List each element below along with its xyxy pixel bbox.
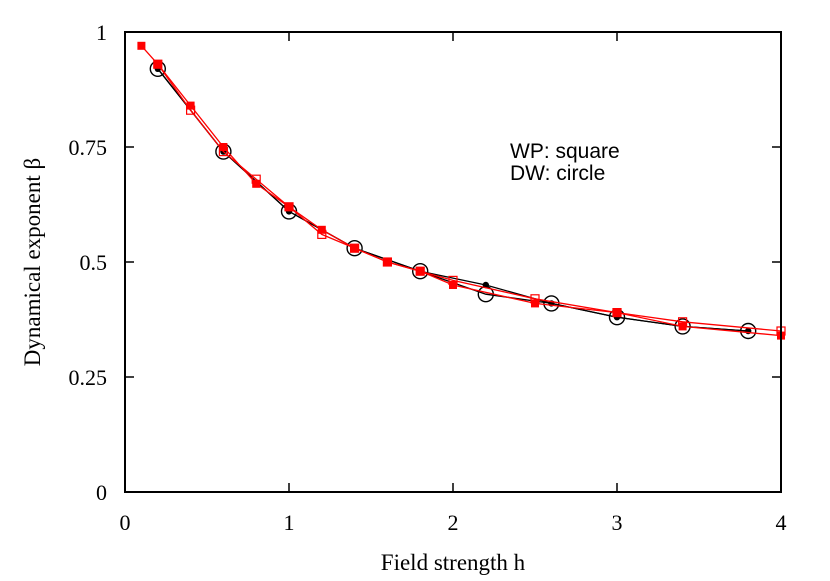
data-point: [678, 322, 687, 331]
series-layer: [137, 41, 786, 340]
data-point: [252, 179, 261, 188]
x-tick-label: 0: [120, 510, 131, 535]
series-line: [157, 63, 782, 332]
series-line: [140, 45, 782, 337]
series-3: [153, 59, 786, 336]
data-point: [153, 60, 162, 69]
data-point: [317, 229, 327, 239]
data-point: [740, 322, 757, 340]
x-tick-label: 2: [448, 510, 459, 535]
data-point: [350, 243, 360, 253]
data-point: [382, 257, 392, 267]
data-point: [219, 143, 228, 151]
y-tick-label: 0.75: [69, 135, 108, 160]
x-tick-label: 3: [612, 510, 623, 535]
data-point: [137, 41, 146, 50]
data-point: [284, 202, 294, 212]
data-point: [186, 105, 196, 115]
y-tick-label: 0.5: [80, 250, 108, 275]
series-0: [154, 65, 752, 335]
data-point: [677, 317, 688, 327]
data-point: [674, 318, 691, 335]
data-point: [346, 239, 363, 257]
series-line: [157, 68, 749, 332]
data-point: [412, 263, 429, 280]
data-point: [448, 275, 458, 285]
y-tick-label: 0.25: [69, 365, 108, 390]
series-line: [157, 68, 749, 332]
data-point: [415, 266, 425, 276]
axis-tick-labels: 0 1 2 3 4 0 0.25 0.5 0.75 1: [69, 20, 787, 535]
x-tick-label: 1: [284, 510, 295, 535]
y-tick-label: 0: [96, 480, 107, 505]
axis-ticks: [124, 31, 782, 493]
data-point: [251, 174, 261, 184]
annotation-wp-square: WP: square: [510, 140, 620, 163]
series-1: [149, 60, 757, 340]
plot-frame: [124, 31, 782, 493]
data-point: [530, 294, 540, 304]
data-point: [153, 59, 163, 69]
x-tick-label: 4: [776, 510, 787, 535]
x-axis-label: Field strength h: [381, 550, 526, 575]
data-point: [218, 147, 228, 157]
y-axis-label: Dynamical exponent β: [20, 158, 45, 366]
data-point: [449, 281, 457, 289]
data-point: [612, 308, 622, 318]
series-2: [137, 41, 785, 340]
y-tick-label: 1: [96, 20, 107, 45]
data-point: [531, 299, 539, 308]
annotation-dw-circle: DW: circle: [510, 162, 605, 185]
